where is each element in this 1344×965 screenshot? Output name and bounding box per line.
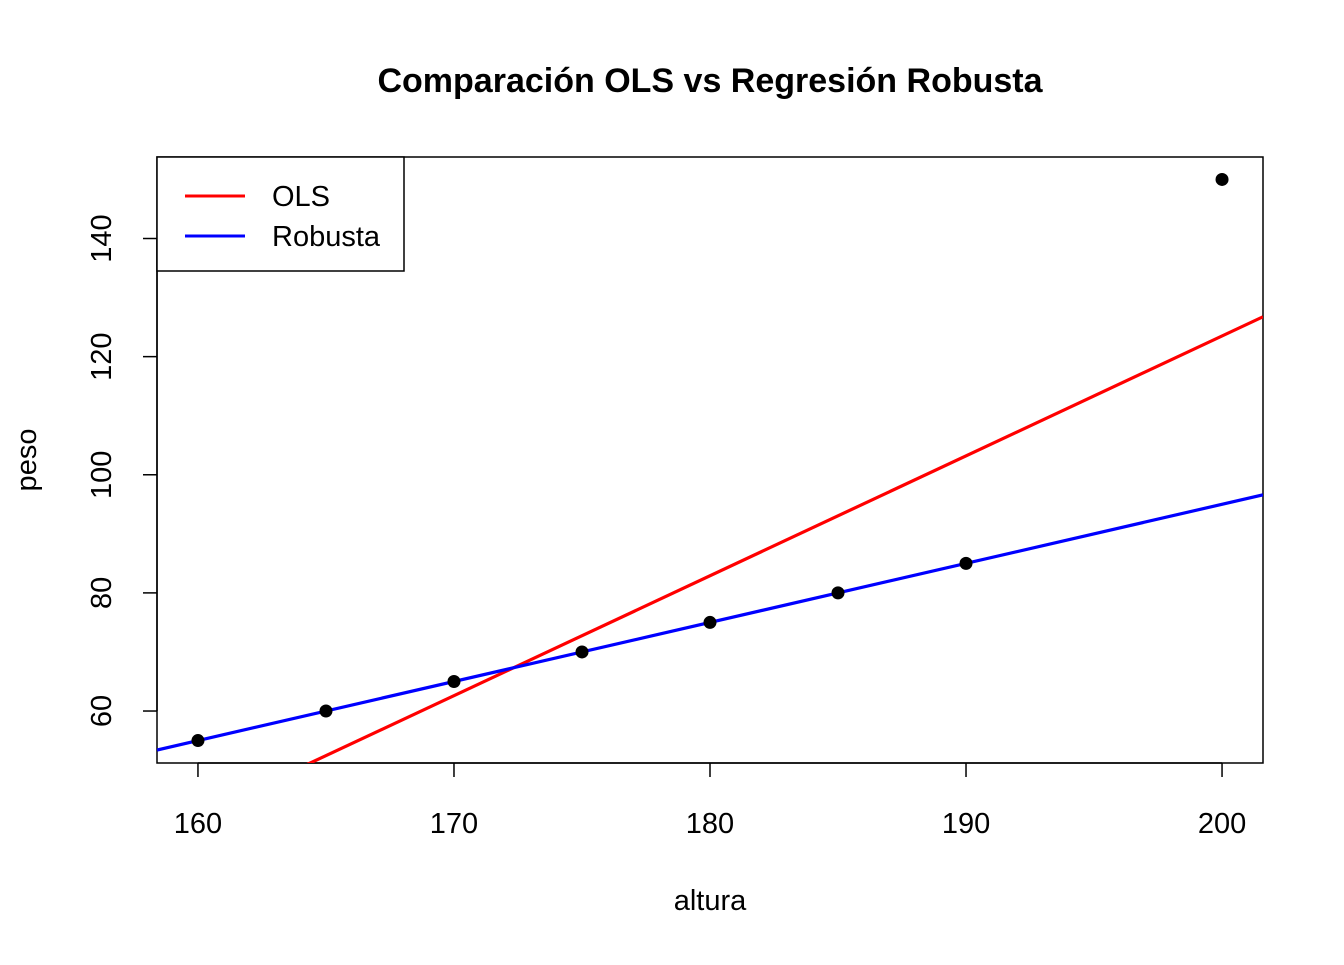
data-point [191, 734, 205, 748]
x-tick-label: 190 [942, 808, 990, 840]
data-point [447, 674, 461, 688]
legend: OLS Robusta [156, 156, 405, 272]
data-point [831, 586, 845, 600]
legend-box [156, 156, 405, 272]
y-tick-label: 60 [86, 695, 118, 727]
y-tick-label: 120 [86, 332, 118, 380]
y-tick-label: 140 [86, 214, 118, 262]
x-tick-label: 160 [174, 808, 222, 840]
data-point [959, 556, 973, 570]
y-tick-label: 80 [86, 577, 118, 609]
y-axis-label: peso [11, 429, 43, 492]
legend-label-robusta: Robusta [272, 221, 381, 253]
data-point [575, 645, 589, 659]
legend-label-ols: OLS [272, 181, 330, 213]
x-tick-label: 170 [430, 808, 478, 840]
data-points [191, 172, 1229, 748]
data-point [1215, 172, 1229, 186]
x-axis: 160 170 180 190 200 [174, 762, 1246, 840]
data-point [319, 704, 333, 718]
regression-line-ols [306, 315, 1263, 763]
y-tick-label: 100 [86, 451, 118, 499]
data-point [703, 615, 717, 629]
regression-lines [157, 315, 1263, 763]
y-axis: 60 80 100 120 140 [86, 214, 158, 727]
x-axis-label: altura [674, 885, 747, 917]
x-tick-label: 200 [1198, 808, 1246, 840]
x-tick-label: 180 [686, 808, 734, 840]
chart-title: Comparación OLS vs Regresión Robusta [377, 62, 1043, 100]
